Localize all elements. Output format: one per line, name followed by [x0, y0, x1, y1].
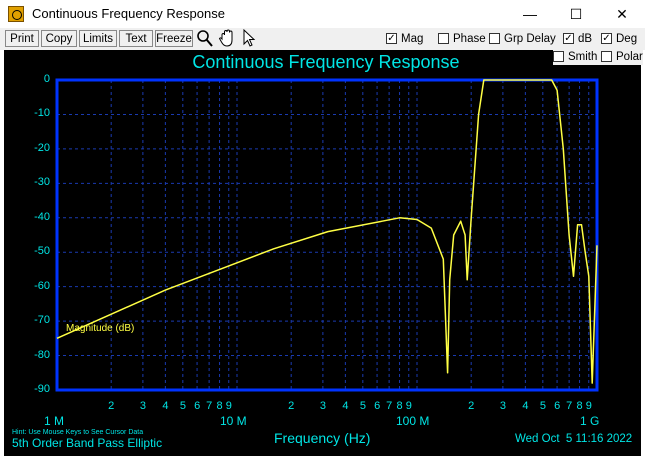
x-minor-tick-label: 7: [206, 400, 213, 412]
toolbar: Print Copy Limits Text Freeze ✓ Mag Phase…: [0, 28, 645, 50]
print-button[interactable]: Print: [5, 30, 39, 47]
db-checkbox-box[interactable]: ✓: [563, 33, 574, 44]
y-tick-label: -10: [34, 107, 50, 120]
x-minor-tick-label: 7: [386, 400, 393, 412]
close-button[interactable]: ✕: [616, 6, 628, 22]
x-minor-tick-label: 8: [396, 400, 403, 412]
y-tick-label: -70: [34, 314, 50, 327]
y-tick-label: -40: [34, 210, 50, 223]
x-minor-tick-label: 6: [374, 400, 381, 412]
grp-delay-label: Grp Delay: [504, 33, 556, 45]
db-label: dB: [578, 33, 593, 45]
x-minor-tick-label: 2: [108, 400, 115, 412]
x-minor-tick-label: 5: [179, 400, 186, 412]
x-minor-tick-label: 2: [288, 400, 295, 412]
hand-pan-icon[interactable]: [218, 29, 238, 48]
deg-label: Deg: [616, 33, 638, 45]
maximize-button[interactable]: ☐: [569, 6, 583, 22]
x-minor-tick-label: 2: [468, 400, 475, 412]
x-minor-tick-label: 5: [359, 400, 366, 412]
grp-delay-checkbox-box[interactable]: [489, 33, 500, 44]
text-button[interactable]: Text: [119, 30, 153, 47]
x-minor-tick-label: 4: [162, 400, 169, 412]
freeze-button[interactable]: Freeze: [155, 30, 193, 47]
polar-checkbox-box[interactable]: [601, 51, 612, 62]
y-tick-label: -50: [34, 245, 50, 258]
smith-checkbox[interactable]: Smith: [553, 49, 602, 65]
x-minor-tick-label: 5: [539, 400, 546, 412]
smith-label: Smith: [568, 51, 598, 63]
pointer-icon[interactable]: [241, 29, 259, 48]
polar-checkbox[interactable]: Polar: [601, 49, 643, 65]
x-minor-tick-label: 3: [319, 400, 326, 412]
window-title: Continuous Frequency Response: [32, 6, 225, 21]
x-major-tick-label: 1 G: [580, 414, 600, 428]
minimize-button[interactable]: —: [523, 6, 537, 22]
x-minor-tick-label: 8: [216, 400, 223, 412]
x-minor-tick-label: 9: [225, 400, 232, 412]
magnitude-trace: [56, 79, 598, 384]
chart-title: Continuous Frequency Response: [192, 52, 460, 72]
x-minor-tick-label: 4: [522, 400, 529, 412]
filter-description: 5th Order Band Pass Elliptic: [12, 436, 163, 450]
x-minor-tick-label: 9: [405, 400, 412, 412]
polar-label: Polar: [616, 51, 643, 63]
x-minor-tick-label: 6: [194, 400, 201, 412]
zoom-icon[interactable]: [196, 29, 214, 48]
phase-checkbox-box[interactable]: [438, 33, 449, 44]
title-bar: Continuous Frequency Response — ☐ ✕: [0, 0, 645, 28]
mag-checkbox-box[interactable]: ✓: [386, 33, 397, 44]
x-minor-tick-label: 8: [576, 400, 583, 412]
phase-label: Phase: [453, 33, 486, 45]
y-tick-label: -30: [34, 176, 50, 189]
x-minor-tick-label: 3: [139, 400, 146, 412]
smith-checkbox-box[interactable]: [553, 51, 564, 62]
x-major-tick-label: 1 M: [44, 414, 65, 428]
x-major-tick-label: 100 M: [396, 414, 430, 428]
copy-button[interactable]: Copy: [41, 30, 77, 47]
x-minor-tick-label: 6: [554, 400, 561, 412]
hint-text: Hint: Use Mouse Keys to See Cursor Data: [12, 429, 144, 436]
y-tick-label: -20: [34, 141, 50, 154]
trace-legend-label: Magnitude (dB): [66, 323, 135, 334]
deg-checkbox-box[interactable]: ✓: [601, 33, 612, 44]
y-tick-label: 0: [43, 73, 50, 85]
mag-label: Mag: [401, 33, 424, 45]
x-major-tick-label: 10 M: [220, 414, 247, 428]
x-minor-tick-label: 3: [499, 400, 506, 412]
x-axis-label: Frequency (Hz): [274, 430, 371, 446]
timestamp: Wed Oct 5 11:16 2022: [515, 433, 633, 445]
y-tick-label: -80: [34, 348, 50, 361]
x-minor-tick-label: 7: [566, 400, 573, 412]
app-icon: [8, 6, 24, 22]
plot-frame: [55, 78, 599, 392]
y-tick-label: -60: [34, 279, 50, 292]
limits-button[interactable]: Limits: [79, 30, 117, 47]
y-tick-label: -90: [34, 383, 50, 395]
x-minor-tick-label: 9: [585, 400, 592, 412]
x-minor-tick-label: 4: [342, 400, 349, 412]
